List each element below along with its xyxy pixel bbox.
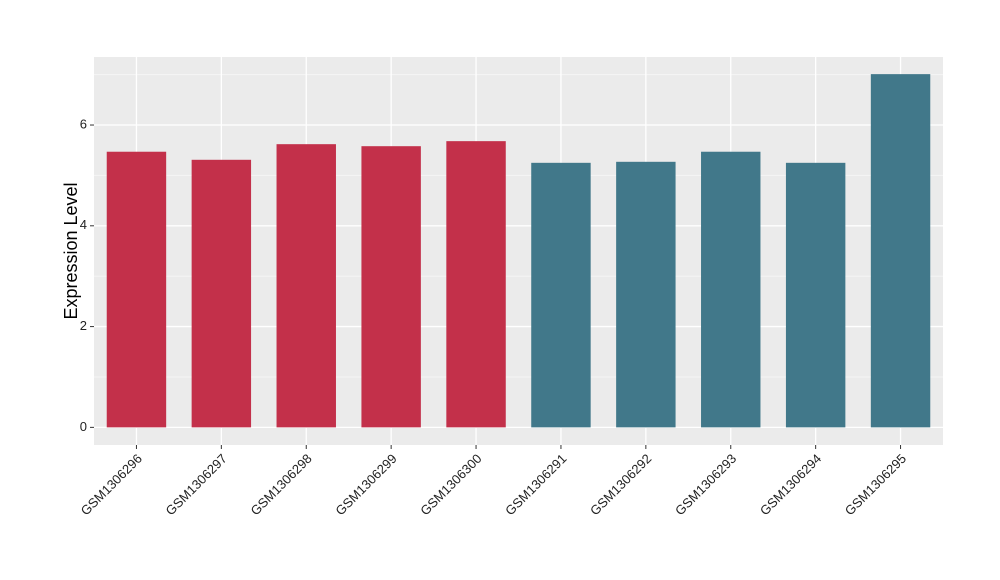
x-tick-label: GSM1306292 bbox=[587, 451, 654, 518]
bar bbox=[616, 161, 676, 428]
x-tick-label: GSM1306299 bbox=[332, 451, 399, 518]
y-axis-label: Expression Level bbox=[61, 182, 81, 319]
bar bbox=[870, 74, 931, 428]
bar bbox=[701, 151, 761, 428]
x-tick-label: GSM1306300 bbox=[417, 451, 484, 518]
x-tick-label: GSM1306295 bbox=[842, 451, 909, 518]
x-tick-label: GSM1306293 bbox=[672, 451, 739, 518]
y-tick-label: 6 bbox=[80, 116, 87, 131]
bar bbox=[446, 141, 506, 428]
bar bbox=[531, 162, 591, 428]
y-tick-label: 2 bbox=[80, 318, 87, 333]
bar bbox=[276, 144, 336, 428]
bar bbox=[191, 159, 252, 428]
x-tick-label: GSM1306296 bbox=[78, 451, 145, 518]
bar bbox=[361, 146, 421, 428]
bar bbox=[785, 162, 846, 428]
y-tick-label: 0 bbox=[80, 419, 87, 434]
y-tick-label: 4 bbox=[80, 217, 87, 232]
bar bbox=[106, 151, 167, 428]
x-tick-label: GSM1306291 bbox=[502, 451, 569, 518]
x-tick-label: GSM1306297 bbox=[163, 451, 230, 518]
x-tick-label: GSM1306298 bbox=[247, 451, 314, 518]
x-tick-label: GSM1306294 bbox=[757, 451, 824, 518]
